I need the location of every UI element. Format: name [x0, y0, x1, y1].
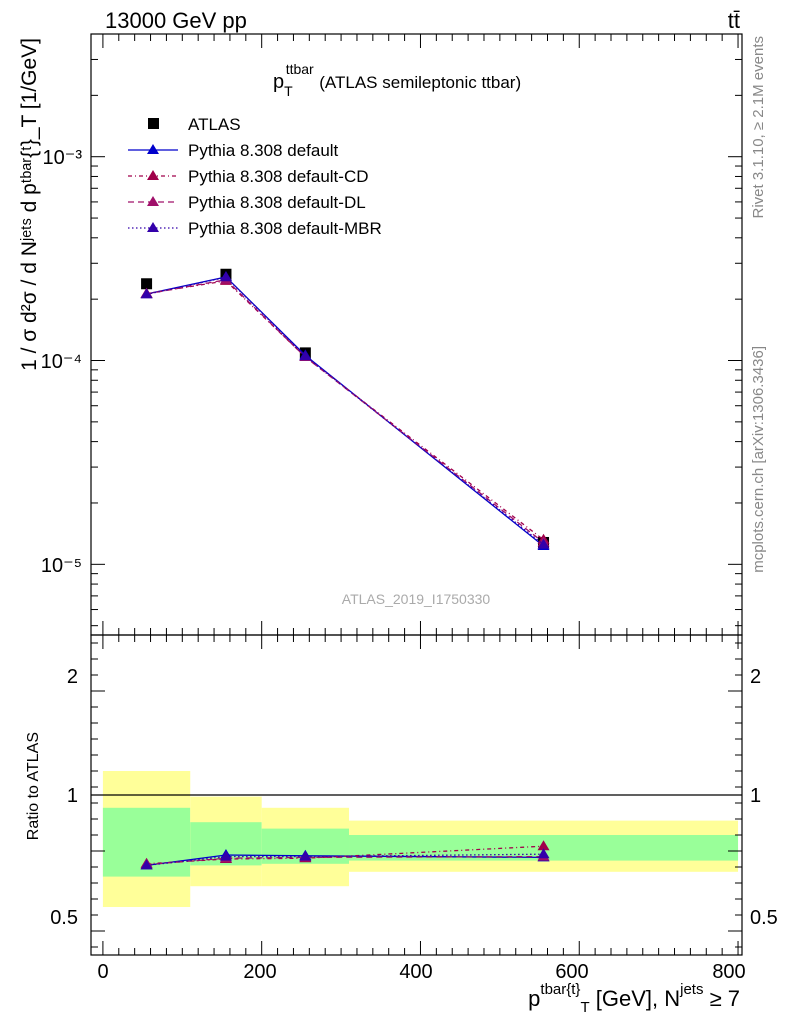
ratio-y-tick-label-right-1: 1	[750, 785, 761, 807]
process-label: tt̄	[728, 8, 740, 33]
legend-entry-atlas: ATLAS	[148, 115, 241, 134]
ratio-line-default	[146, 854, 544, 867]
plot-title: pTttbar (ATLAS semileptonic ttbar)	[273, 61, 521, 99]
ratio-series-group	[140, 840, 550, 870]
legend-entry-default: Pythia 8.308 default	[128, 141, 339, 160]
ratio-y-tick-label-right-2: 2	[750, 666, 761, 688]
main-y-axis-label: 1 / σ d²σ / d Nʲᵉᵗˢ d pᵗᵇᵃʳ{ᵗ}_T [1/GeV]	[18, 38, 41, 371]
series-marker-mbr	[140, 288, 153, 299]
energy-label: 13000 GeV pp	[105, 8, 247, 33]
x-axis-label-main: p	[528, 986, 540, 1011]
ratio-line-cd	[146, 845, 544, 865]
legend: ATLAS Pythia 8.308 default Pythia 8.308 …	[128, 115, 382, 238]
ratio-marker-mbr	[537, 848, 550, 859]
x-axis-label: ptbar{t}T [GeV], Njets ≥ 7	[528, 981, 740, 1016]
legend-entry-dl: Pythia 8.308 default-DL	[128, 193, 366, 212]
analysis-id: ATLAS_2019_I1750330	[342, 591, 491, 607]
series-line-dl	[146, 279, 544, 543]
x-tick-label-200: 200	[243, 961, 276, 983]
x-axis-label-sup: tbar{t}	[540, 981, 580, 998]
legend-marker-dl	[147, 196, 159, 206]
rivet-label: Rivet 3.1.10, ≥ 2.1M events	[750, 36, 767, 219]
plot-title-main: p	[273, 71, 284, 93]
x-axis-label-end: ≥ 7	[703, 986, 740, 1011]
legend-label-atlas: ATLAS	[188, 115, 241, 134]
series-line-mbr	[146, 276, 544, 546]
ratio-marker-cd	[537, 840, 550, 851]
legend-entry-mbr: Pythia 8.308 default-MBR	[128, 219, 382, 238]
legend-marker-cd	[147, 170, 159, 180]
series-line-cd	[146, 280, 544, 541]
ratio-marker-mbr	[219, 850, 232, 861]
x-tick-label-0: 0	[97, 961, 108, 983]
ratio-bands	[102, 771, 739, 907]
x-axis-label-sup2: jets	[679, 981, 703, 998]
legend-label-cd: Pythia 8.308 default-CD	[188, 167, 369, 186]
ratio-y-tick-label-1: 1	[67, 785, 78, 807]
main-axis-ticks	[91, 33, 742, 635]
ratio-y-axis-label: Ratio to ATLAS	[25, 732, 42, 840]
main-y-tick-label-1e-3: 10⁻³	[43, 147, 83, 169]
plot-title-rest: (ATLAS semileptonic ttbar)	[319, 73, 521, 92]
plot-title-sub: T	[284, 83, 293, 99]
series-line-default	[146, 276, 544, 547]
legend-label-default: Pythia 8.308 default	[188, 141, 339, 160]
x-axis-label-mid: [GeV], N	[590, 986, 680, 1011]
main-series-group	[140, 268, 550, 550]
main-y-tick-label-1e-5: 10⁻⁵	[41, 555, 82, 577]
atlas-data-point	[141, 278, 153, 290]
x-tick-label-400: 400	[399, 961, 432, 983]
legend-entry-cd: Pythia 8.308 default-CD	[128, 167, 369, 186]
ratio-marker-mbr	[140, 859, 153, 870]
ratio-panel-frame	[90, 634, 743, 956]
ratio-panel: 2 1 0.5 2 1 0.5 Ratio to ATLAS 0 200 400…	[25, 634, 778, 1016]
x-axis-label-sub: T	[580, 999, 589, 1016]
main-panel: pTttbar (ATLAS semileptonic ttbar) 10⁻³ …	[18, 33, 743, 636]
series-marker-mbr	[537, 538, 550, 549]
series-marker-mbr	[299, 350, 312, 361]
ratio-y-tick-label-2: 2	[67, 666, 78, 688]
legend-marker-default	[147, 144, 159, 154]
legend-marker-mbr	[147, 222, 159, 232]
ratio-y-tick-label-right-0-5: 0.5	[750, 907, 778, 929]
legend-marker-atlas	[148, 118, 159, 129]
main-y-tick-label-1e-4: 10⁻⁴	[41, 351, 82, 373]
ratio-marker-mbr	[299, 850, 312, 861]
x-tick-label-600: 600	[555, 961, 588, 983]
x-tick-label-800: 800	[712, 961, 745, 983]
mcplots-label: mcplots.cern.ch [arXiv:1306.3436]	[750, 346, 767, 573]
plot-title-sup: ttbar	[286, 61, 314, 77]
ratio-y-tick-label-0-5: 0.5	[50, 907, 78, 929]
legend-label-dl: Pythia 8.308 default-DL	[188, 193, 366, 212]
series-marker-mbr	[219, 271, 232, 282]
legend-label-mbr: Pythia 8.308 default-MBR	[188, 219, 382, 238]
ratio-axis-ticks	[91, 635, 742, 955]
